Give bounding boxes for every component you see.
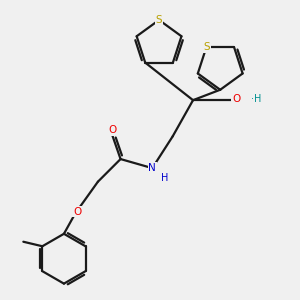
Text: H: H [161,173,169,183]
Text: N: N [148,163,156,173]
Text: S: S [203,42,210,52]
Text: O: O [232,94,240,104]
Text: O: O [108,125,116,135]
Text: O: O [73,207,81,217]
Text: S: S [156,15,162,25]
Text: ·H: ·H [251,94,261,104]
